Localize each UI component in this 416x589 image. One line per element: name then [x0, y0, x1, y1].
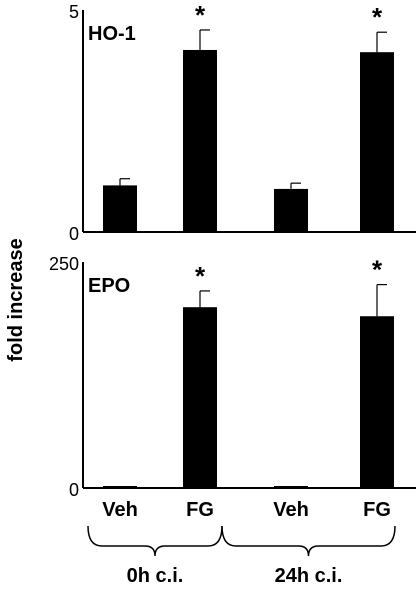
x-tick-label: FG: [363, 499, 391, 521]
x-tick-label: FG: [186, 499, 214, 521]
panel-title-epo: EPO: [88, 275, 130, 297]
group-brackets: 0h c.i. 24h c.i.: [87, 525, 396, 587]
group-brace: [87, 525, 223, 557]
bar: [103, 486, 137, 488]
panel-ho1: 0 5 HO-1 * *: [69, 0, 416, 244]
group-brace: [221, 525, 396, 557]
bar: [274, 188, 308, 232]
significance-marker: *: [372, 2, 383, 32]
bar: [274, 486, 308, 488]
x-tick-label: Veh: [102, 499, 138, 521]
significance-marker: *: [372, 255, 383, 285]
y-axis-label: fold increase: [5, 238, 27, 361]
x-tick-label: Veh: [273, 499, 309, 521]
bar: [360, 316, 394, 488]
y-tick-label: 5: [69, 2, 79, 22]
bar: [183, 49, 217, 233]
bar: [360, 52, 394, 233]
panel-epo: 0 250 EPO * * Veh FG Veh FG: [49, 254, 416, 521]
bar: [103, 185, 137, 232]
y-tick-label: 0: [69, 224, 79, 244]
panel-title-ho1: HO-1: [88, 23, 136, 45]
significance-marker: *: [195, 261, 206, 291]
significance-marker: *: [195, 0, 206, 30]
y-tick-label: 0: [69, 480, 79, 500]
group-label: 24h c.i.: [275, 565, 343, 587]
bar: [183, 307, 217, 488]
y-tick-label: 250: [49, 254, 79, 274]
group-label: 0h c.i.: [127, 565, 184, 587]
